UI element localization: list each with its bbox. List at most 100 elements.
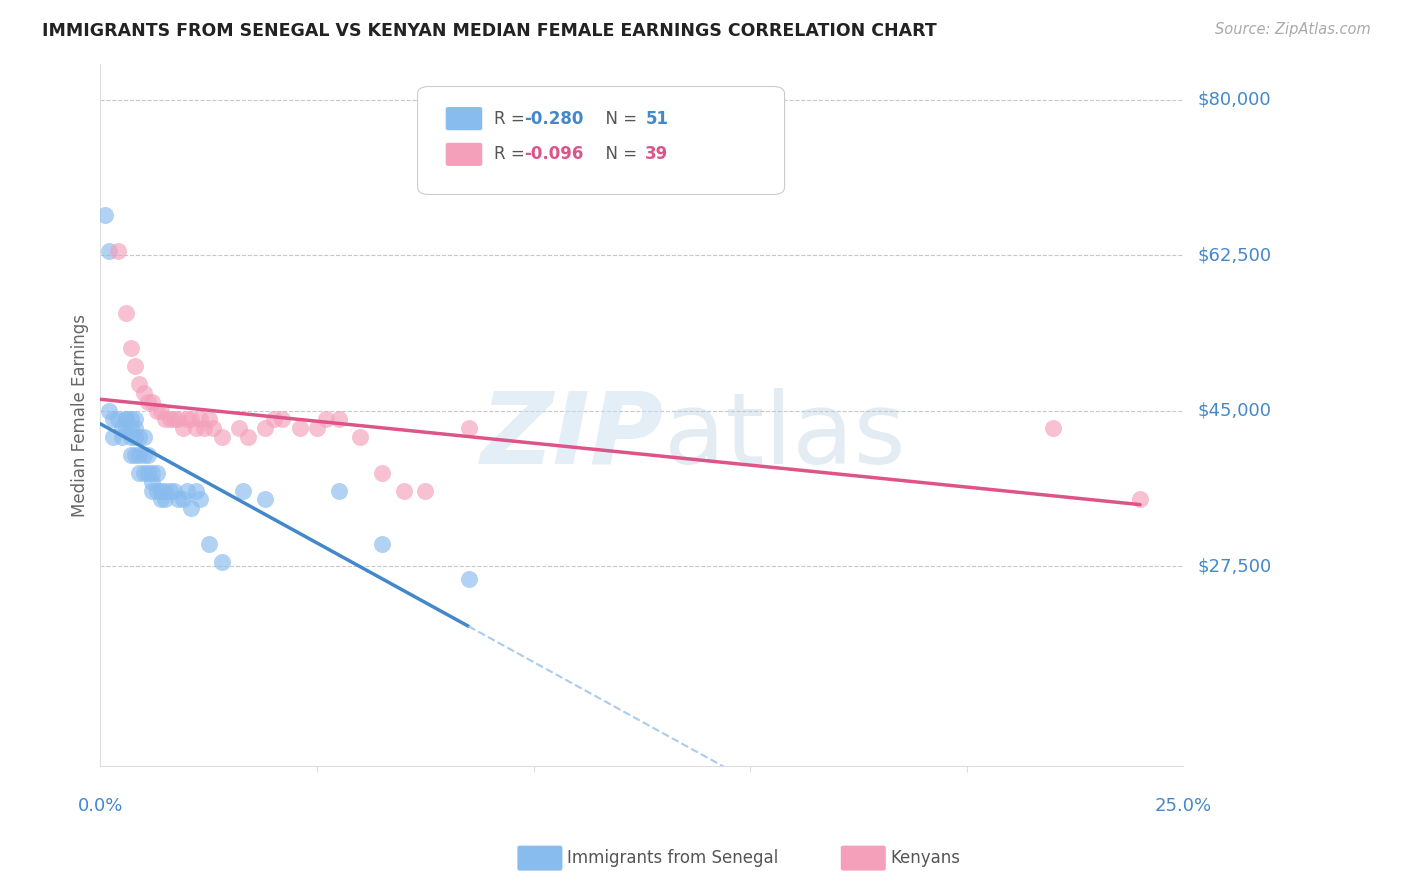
Point [236,430,259,444]
Text: Source: ZipAtlas.com: Source: ZipAtlas.com [1215,22,1371,37]
Text: 39: 39 [645,145,669,163]
Text: N =: N = [595,145,643,163]
Point [176,412,198,426]
Point [184,421,207,435]
Point [457,573,479,587]
Text: 51: 51 [645,110,668,128]
Text: $45,000: $45,000 [1198,401,1271,419]
Text: 0.0%: 0.0% [77,797,124,814]
Point [167,492,190,507]
Point [197,412,219,426]
Point [263,412,285,426]
Text: $27,500: $27,500 [1198,558,1271,575]
Point [93,208,115,222]
Point [253,421,276,435]
Point [150,483,173,498]
Point [211,430,233,444]
Text: -0.096: -0.096 [524,145,583,163]
Point [115,412,138,426]
Point [111,430,134,444]
Point [141,466,163,480]
Point [132,430,155,444]
Point [98,403,121,417]
Text: Kenyans: Kenyans [890,849,960,867]
Point [150,492,173,507]
Point [136,466,159,480]
Point [155,492,177,507]
Text: 25.0%: 25.0% [1154,797,1212,814]
Point [128,448,150,462]
Point [1042,421,1064,435]
Text: N =: N = [595,110,643,128]
Point [124,448,146,462]
Point [150,403,173,417]
Point [136,448,159,462]
Text: $80,000: $80,000 [1198,91,1271,109]
Text: ZIP: ZIP [481,388,664,484]
Text: Immigrants from Senegal: Immigrants from Senegal [567,849,778,867]
Point [103,412,125,426]
Y-axis label: Median Female Earnings: Median Female Earnings [72,313,89,516]
Point [163,483,186,498]
Point [371,537,394,551]
Point [228,421,250,435]
Point [132,385,155,400]
Point [124,421,146,435]
Point [253,492,276,507]
Point [120,412,142,426]
Point [145,483,167,498]
Point [1129,492,1152,507]
Point [145,403,167,417]
Point [141,394,163,409]
Point [163,412,186,426]
Point [159,412,181,426]
Point [128,430,150,444]
Point [167,412,190,426]
Point [120,430,142,444]
Point [115,412,138,426]
Point [180,412,202,426]
Point [128,466,150,480]
Point [172,421,194,435]
Point [193,421,215,435]
Point [201,421,224,435]
Point [111,421,134,435]
Point [392,483,415,498]
Point [155,483,177,498]
Point [107,244,129,258]
Point [115,421,138,435]
Point [98,244,121,258]
Point [271,412,294,426]
Point [103,430,125,444]
Text: R =: R = [494,110,530,128]
Text: $62,500: $62,500 [1198,246,1271,264]
Point [128,376,150,391]
Point [155,412,177,426]
Point [120,342,142,356]
Point [413,483,436,498]
Point [141,475,163,489]
Point [457,421,479,435]
Text: -0.280: -0.280 [524,110,583,128]
Point [159,483,181,498]
Point [188,412,211,426]
Point [211,555,233,569]
Point [124,430,146,444]
Point [305,421,328,435]
Point [107,412,129,426]
Point [180,501,202,516]
Point [115,306,138,320]
Point [197,537,219,551]
Point [232,483,254,498]
Point [132,448,155,462]
Point [288,421,311,435]
Point [136,394,159,409]
Point [172,492,194,507]
Text: IMMIGRANTS FROM SENEGAL VS KENYAN MEDIAN FEMALE EARNINGS CORRELATION CHART: IMMIGRANTS FROM SENEGAL VS KENYAN MEDIAN… [42,22,936,40]
Point [349,430,371,444]
Point [371,466,394,480]
Point [141,483,163,498]
Point [328,412,350,426]
Point [124,412,146,426]
Point [328,483,350,498]
